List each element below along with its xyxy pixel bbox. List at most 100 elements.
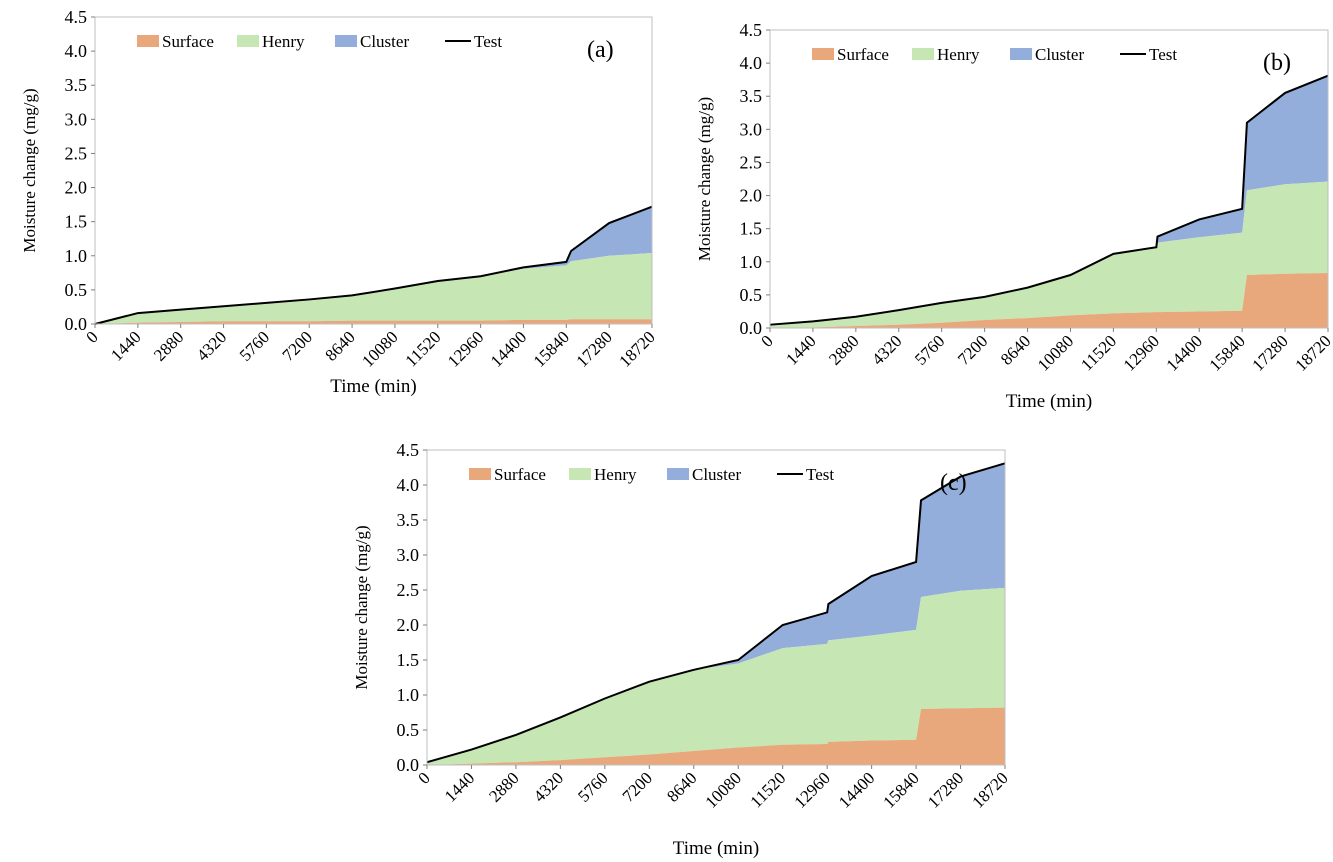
x-tick-label: 0 <box>757 331 776 350</box>
x-tick-label: 15840 <box>530 327 573 370</box>
y-tick-label: 0.0 <box>740 318 763 338</box>
y-tick-label: 0.5 <box>397 720 420 740</box>
x-tick-label: 10080 <box>702 768 745 811</box>
y-tick-label: 2.0 <box>65 178 88 198</box>
legend-label-test: Test <box>806 465 834 484</box>
y-tick-label: 4.5 <box>740 20 763 40</box>
x-tick-label: 4320 <box>868 331 905 368</box>
area-chart-svg: 0.0 0.5 1.0 1.5 2.0 2.5 3.0 3.5 4.0 4.5 0 1440 2880 4… <box>20 7 659 397</box>
chart-panel-a: 0.0 0.5 1.0 1.5 2.0 2.5 3.0 3.5 4.0 4.5 0 1440 2880 4… <box>0 0 660 400</box>
x-tick-label: 5760 <box>236 327 273 364</box>
y-tick-label: 2.5 <box>397 580 420 600</box>
legend-swatch-cluster <box>1010 48 1032 60</box>
y-tick-label: 3.5 <box>65 75 88 95</box>
y-tick-label: 1.0 <box>65 246 88 266</box>
cluster-area <box>427 463 1005 763</box>
x-tick-label: 4320 <box>530 768 567 805</box>
chart-panel-b: 0.0 0.5 1.0 1.5 2.0 2.5 3.0 3.5 4.0 4.5 0 1440 2880 4… <box>690 15 1333 415</box>
x-tick-label: 1440 <box>782 331 819 368</box>
y-tick-label: 4.5 <box>397 440 420 460</box>
y-tick-label: 1.5 <box>397 650 420 670</box>
x-tick-label: 17280 <box>1248 331 1291 374</box>
panel-label: (c) <box>940 470 967 496</box>
x-tick-label: 14400 <box>1163 331 1206 374</box>
panel-label: (b) <box>1263 50 1291 76</box>
legend-label-cluster: Cluster <box>1035 45 1084 64</box>
x-tick-label: 17280 <box>572 327 615 370</box>
legend-swatch-surface <box>137 35 159 47</box>
henry-area <box>95 253 652 324</box>
y-tick-label: 1.0 <box>740 252 763 272</box>
y-tick-label: 3.5 <box>397 510 420 530</box>
y-tick-label: 4.5 <box>65 7 88 27</box>
y-tick-label: 0.0 <box>65 314 88 334</box>
x-tick-label: 8640 <box>663 768 700 805</box>
y-axis-title: Moisture change (mg/g) <box>695 97 714 261</box>
henry-area <box>427 587 1005 765</box>
y-tick-label: 3.0 <box>740 119 763 139</box>
x-tick-label: 1440 <box>107 327 144 364</box>
legend-swatch-henry <box>237 35 259 47</box>
x-tick-label: 17280 <box>924 768 967 811</box>
x-tick-label: 7200 <box>954 331 991 368</box>
x-tick-label: 12960 <box>444 327 487 370</box>
surface-area <box>95 319 652 324</box>
legend-label-cluster: Cluster <box>692 465 741 484</box>
plot-frame <box>769 29 1329 329</box>
y-tick-label: 3.0 <box>65 109 88 129</box>
plot-frame <box>94 16 653 325</box>
surface-area <box>770 273 1328 328</box>
legend-label-cluster: Cluster <box>360 32 409 51</box>
x-tick-label: 14400 <box>487 327 530 370</box>
y-tick-label: 4.0 <box>397 475 420 495</box>
legend-swatch-cluster <box>335 35 357 47</box>
y-tick-label: 2.5 <box>65 143 88 163</box>
x-axis-title: Time (min) <box>673 838 759 859</box>
legend-swatch-surface <box>812 48 834 60</box>
y-tick-label: 0.5 <box>740 285 763 305</box>
x-tick-label: 12960 <box>790 768 833 811</box>
y-tick-label: 2.0 <box>740 186 763 206</box>
legend-label-henry: Henry <box>594 465 637 484</box>
x-tick-label: 11520 <box>746 768 789 811</box>
x-tick-label: 8640 <box>997 331 1034 368</box>
x-tick-label: 11520 <box>1077 331 1120 374</box>
x-axis-title: Time (min) <box>330 376 416 397</box>
test-line <box>426 462 1006 764</box>
x-tick-label: 5760 <box>911 331 948 368</box>
y-tick-label: 1.5 <box>65 212 88 232</box>
legend-label-henry: Henry <box>262 32 305 51</box>
y-tick-label: 0.5 <box>65 280 88 300</box>
area-chart-svg: 0.0 0.5 1.0 1.5 2.0 2.5 3.0 3.5 4.0 4.5 0 1440 2880 4… <box>352 440 1012 859</box>
x-tick-label: 15840 <box>1205 331 1248 374</box>
x-tick-label: 18720 <box>968 768 1011 811</box>
legend-swatch-cluster <box>667 468 689 480</box>
legend-swatch-henry <box>569 468 591 480</box>
x-tick-label: 14400 <box>835 768 878 811</box>
x-tick-label: 1440 <box>441 768 478 805</box>
x-tick-label: 5760 <box>574 768 611 805</box>
y-tick-label: 2.5 <box>740 152 763 172</box>
legend-label-surface: Surface <box>162 32 214 51</box>
legend-label-test: Test <box>1149 45 1177 64</box>
x-tick-label: 18720 <box>615 327 658 370</box>
panel-label: (a) <box>587 37 614 63</box>
x-tick-label: 4320 <box>193 327 230 364</box>
x-tick-label: 11520 <box>402 327 445 370</box>
surface-area <box>427 707 1005 765</box>
x-tick-label: 8640 <box>321 327 358 364</box>
y-tick-label: 1.5 <box>740 219 763 239</box>
x-tick-label: 2880 <box>825 331 862 368</box>
y-tick-label: 4.0 <box>740 53 763 73</box>
plot-frame <box>426 449 1006 766</box>
y-tick-label: 3.5 <box>740 86 763 106</box>
legend-swatch-henry <box>912 48 934 60</box>
x-tick-label: 0 <box>414 768 433 787</box>
y-tick-label: 4.0 <box>65 41 88 61</box>
y-axis-title: Moisture change (mg/g) <box>20 88 39 252</box>
x-tick-label: 10080 <box>358 327 401 370</box>
legend-label-surface: Surface <box>837 45 889 64</box>
x-tick-label: 7200 <box>279 327 316 364</box>
test-line <box>769 74 1329 326</box>
legend-label-surface: Surface <box>494 465 546 484</box>
